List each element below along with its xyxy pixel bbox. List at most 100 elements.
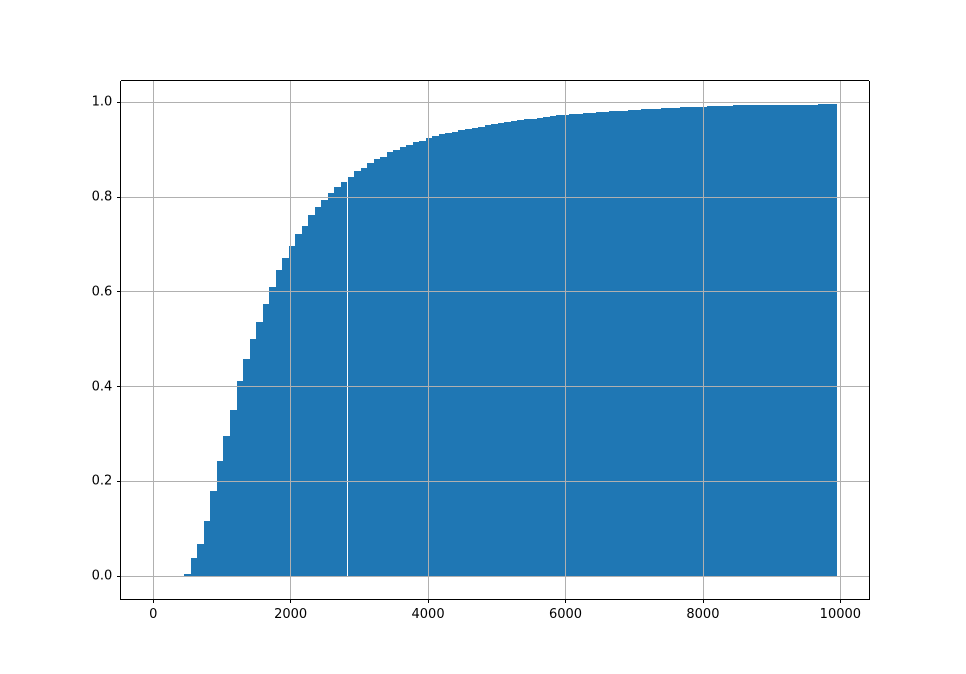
bar [596, 112, 603, 576]
x-gridline [428, 81, 429, 600]
bar [628, 110, 635, 576]
x-gridline [565, 81, 566, 600]
bar [785, 105, 792, 576]
y-tick-label: 0.0 [72, 569, 112, 584]
bar [687, 107, 694, 576]
bar [321, 200, 328, 576]
bar [713, 106, 720, 576]
bar [276, 270, 283, 576]
bar [589, 113, 596, 577]
bar [798, 105, 805, 576]
x-gridline [703, 81, 704, 600]
bar [680, 107, 687, 576]
x-tick-label: 10000 [820, 607, 861, 622]
bar [308, 215, 315, 576]
bar [354, 171, 361, 576]
bar [772, 105, 779, 576]
bar [648, 109, 655, 577]
bar [295, 234, 302, 576]
plot-clip [121, 81, 870, 600]
bar [739, 105, 746, 576]
bar [413, 142, 420, 576]
bar [282, 258, 289, 577]
bar [498, 123, 505, 576]
bar [445, 133, 452, 576]
bar [537, 118, 544, 577]
bar [250, 339, 257, 577]
bar [831, 104, 838, 576]
y-gridline [121, 197, 870, 198]
x-tick [703, 600, 704, 604]
x-tick [428, 600, 429, 604]
y-tick-label: 0.4 [72, 379, 112, 394]
bar [191, 558, 198, 576]
bar [256, 322, 263, 576]
bar [230, 410, 237, 576]
x-tick [565, 600, 566, 604]
x-gridline [290, 81, 291, 600]
bar [348, 177, 355, 577]
bar [707, 106, 714, 576]
y-gridline [121, 386, 870, 387]
spine-right [869, 81, 870, 600]
bar [432, 136, 439, 576]
y-tick [117, 481, 121, 482]
bar [583, 113, 590, 576]
y-tick-label: 1.0 [72, 95, 112, 110]
bar [622, 111, 629, 577]
bar [217, 461, 224, 577]
bar [569, 114, 576, 576]
y-tick [117, 291, 121, 292]
x-tick-label: 4000 [412, 607, 445, 622]
bar [511, 121, 518, 576]
y-tick [117, 386, 121, 387]
bar [693, 107, 700, 576]
y-tick [117, 197, 121, 198]
bar [491, 124, 498, 576]
y-gridline [121, 481, 870, 482]
bar [374, 159, 381, 576]
y-tick [117, 102, 121, 103]
y-gridline [121, 102, 870, 103]
bar [406, 145, 413, 576]
y-gridline [121, 291, 870, 292]
bar [530, 119, 537, 577]
bar [237, 381, 244, 576]
bar [818, 104, 825, 576]
y-tick-label: 0.2 [72, 474, 112, 489]
bar [400, 147, 407, 576]
bar [746, 105, 753, 576]
bar [439, 134, 446, 576]
x-gridline [153, 81, 154, 600]
spine-top [121, 80, 870, 81]
axes-area: 0200040006000800010000 0.00.20.40.60.81.… [121, 81, 870, 600]
bar [635, 110, 642, 577]
bar [765, 105, 772, 576]
bar [602, 112, 609, 577]
bar [543, 117, 550, 576]
x-tick-label: 8000 [686, 607, 719, 622]
y-tick [117, 576, 121, 577]
x-tick [840, 600, 841, 604]
bar [315, 207, 322, 576]
bar [504, 122, 511, 576]
bar [263, 304, 270, 576]
bar [419, 141, 426, 577]
spine-left [120, 81, 121, 600]
y-tick-label: 0.8 [72, 189, 112, 204]
y-tick-label: 0.6 [72, 284, 112, 299]
bar [367, 163, 374, 576]
bar [674, 108, 681, 576]
x-gridline [840, 81, 841, 600]
bar [654, 109, 661, 577]
x-tick-label: 0 [149, 607, 157, 622]
bar [472, 128, 479, 577]
figure: 0200040006000800010000 0.00.20.40.60.81.… [0, 0, 966, 674]
x-tick [153, 600, 154, 604]
bar [778, 105, 785, 576]
bar [223, 436, 230, 576]
bar [752, 105, 759, 576]
x-tick-label: 2000 [274, 607, 307, 622]
bar [811, 105, 818, 576]
x-tick [290, 600, 291, 604]
